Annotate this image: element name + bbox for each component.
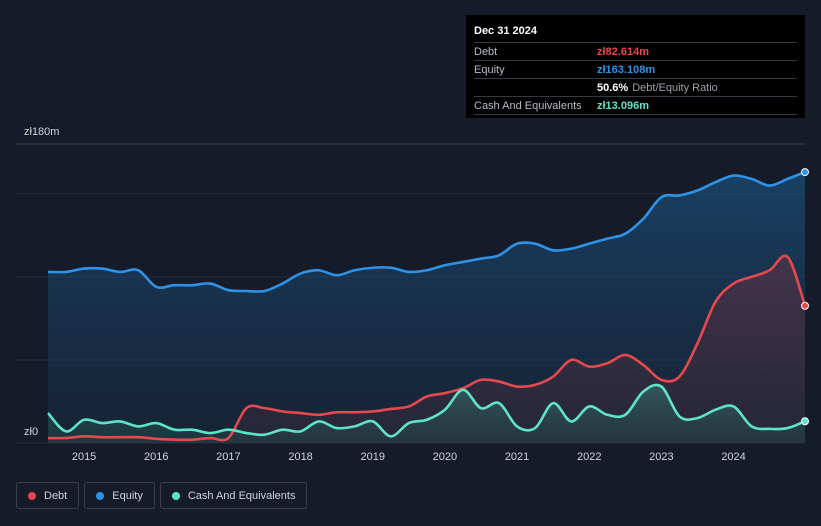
line-layer: [47, 170, 807, 442]
x-tick-label: 2020: [433, 451, 457, 463]
cash-end-marker: [801, 417, 809, 426]
y-tick-label: zł180m: [24, 126, 59, 138]
legend-dot-debt: [28, 491, 36, 500]
tooltip-label-equity: Equity: [474, 63, 505, 76]
legend-dot-equity: [96, 491, 105, 500]
tooltip-value-equity: zł163.108m: [597, 63, 656, 76]
equity-line: [47, 170, 806, 293]
y-tick-label: zł0: [24, 426, 38, 438]
legend-label-equity: Equity: [112, 489, 143, 502]
debt-end-marker: [801, 301, 809, 310]
x-tick-label: 2021: [505, 451, 529, 463]
equity-end-marker: [801, 168, 809, 177]
x-tick-label: 2019: [360, 451, 384, 463]
x-tick-label: 2017: [216, 451, 240, 463]
marker-layer: [801, 168, 809, 426]
legend-item-debt[interactable]: Debt: [16, 482, 80, 509]
tooltip-row-equity: Equity zł163.108m: [474, 61, 797, 79]
x-tick-label: 2018: [288, 451, 312, 463]
x-tick-label: 2015: [72, 451, 96, 463]
tooltip-value-debt: zł82.614m: [597, 45, 649, 58]
tooltip-label-cash: Cash And Equivalents: [474, 99, 582, 112]
x-tick-label: 2022: [577, 451, 601, 463]
x-tick-label: 2024: [721, 451, 745, 463]
x-tick-label: 2016: [144, 451, 168, 463]
tooltip-date: Dec 31 2024: [474, 23, 797, 43]
legend-item-cash[interactable]: Cash And Equivalents: [159, 482, 308, 509]
cash-line: [47, 383, 806, 438]
legend: Debt Equity Cash And Equivalents: [16, 482, 308, 509]
tooltip-value-ratio: 50.6%: [597, 81, 629, 94]
legend-label-cash: Cash And Equivalents: [187, 489, 296, 502]
tooltip: Dec 31 2024 Debt zł82.614m Equity zł163.…: [466, 15, 805, 118]
cash-area: [48, 384, 805, 443]
x-tick-label: 2023: [649, 451, 673, 463]
tooltip-label-debt: Debt: [474, 45, 498, 58]
tooltip-ratio-caption: Debt/Equity Ratio: [632, 81, 718, 94]
tooltip-row-debt: Debt zł82.614m: [474, 43, 797, 61]
tooltip-row-ratio: 50.6% Debt/Equity Ratio: [474, 79, 797, 97]
legend-item-equity[interactable]: Equity: [84, 482, 155, 509]
tooltip-row-cash: Cash And Equivalents zł13.096m: [474, 97, 797, 115]
area-layer: [48, 172, 805, 443]
legend-label-debt: Debt: [44, 489, 68, 502]
tick-layer: 2015 2016 2017 2018 2019 2020 2021 2022 2023 2024…: [24, 126, 746, 463]
debt-area: [48, 255, 805, 443]
debt-line: [47, 254, 807, 442]
tooltip-value-cash: zł13.096m: [597, 99, 649, 112]
legend-dot-cash: [171, 491, 180, 500]
